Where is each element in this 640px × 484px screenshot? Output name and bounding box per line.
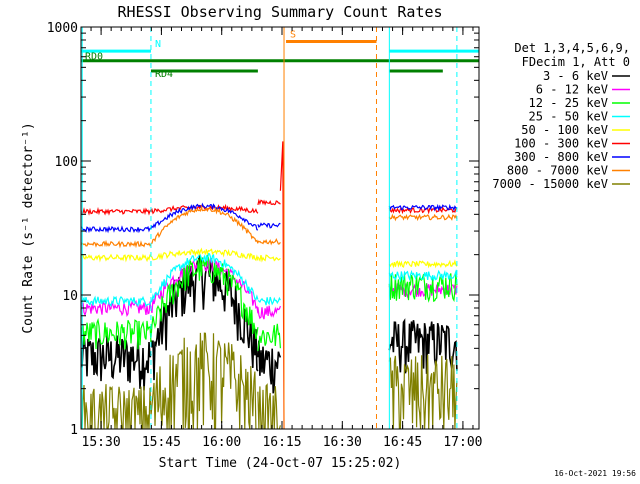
x-tick-label-0: 15:30	[82, 435, 121, 450]
plot-frame	[80, 26, 480, 430]
series-line-4	[81, 247, 458, 269]
series-line-2	[81, 253, 458, 352]
x-tick-label-3: 16:15	[262, 435, 301, 450]
legend-label-2: 12 - 25 keV	[529, 96, 608, 110]
series-line-6	[81, 202, 458, 234]
mode-label-s: S	[290, 29, 296, 40]
x-axis-label: Start Time (24-Oct-07 15:25:02)	[159, 456, 402, 471]
axes: 15:30 15:45 16:00 16:15 16:30 16:45 17:00 1 10 10…	[47, 21, 483, 450]
x-tick-label-4: 16:30	[323, 435, 362, 450]
legend-label-4: 50 - 100 keV	[521, 123, 608, 137]
x-tick-label-5: 16:45	[383, 435, 422, 450]
legend-label-5: 100 - 300 keV	[514, 137, 608, 151]
legend-label-6: 300 - 800 keV	[514, 150, 608, 164]
series-line-7	[81, 204, 458, 249]
series-line-3	[81, 252, 458, 308]
x-tick-label-2: 16:00	[202, 435, 241, 450]
x-tick-label-6: 17:00	[443, 435, 482, 450]
timestamp: 16-Oct-2021 19:56	[554, 469, 636, 478]
series-line-5	[81, 198, 458, 216]
legend-label-0: 3 - 6 keV	[543, 69, 608, 83]
y-tick-label-1: 10	[62, 289, 78, 304]
x-tick-label-1: 15:45	[142, 435, 181, 450]
series-line-8	[81, 332, 458, 429]
legend-label-1: 6 - 12 keV	[536, 83, 608, 97]
y-tick-label-0: 1	[70, 423, 78, 438]
legend-label-7: 800 - 7000 keV	[507, 164, 608, 178]
plot-area: N S RD0 RD4	[81, 27, 479, 429]
mode-label-n: N	[155, 39, 161, 50]
y-tick-label-2: 100	[55, 155, 78, 170]
chart-title: RHESSI Observing Summary Count Rates	[117, 3, 442, 21]
y-axis-label: Count Rate (s⁻¹ detector⁻¹)	[21, 122, 36, 333]
mode-label-rd4: RD4	[155, 69, 173, 80]
flare-spike	[279, 141, 285, 429]
series-line-0	[81, 254, 458, 394]
mode-label-rd0: RD0	[85, 52, 103, 63]
legend-header-detectors: Det 1,3,4,5,6,9,	[514, 41, 630, 55]
legend-label-3: 25 - 50 keV	[529, 110, 608, 124]
legend-label-8: 7000 - 15000 keV	[492, 177, 608, 191]
legend: Det 1,3,4,5,6,9, FDecim 1, Att 0 3 - 6 k…	[492, 41, 630, 191]
legend-header-decimation: FDecim 1, Att 0	[522, 55, 630, 69]
y-tick-label-3: 1000	[47, 21, 78, 36]
